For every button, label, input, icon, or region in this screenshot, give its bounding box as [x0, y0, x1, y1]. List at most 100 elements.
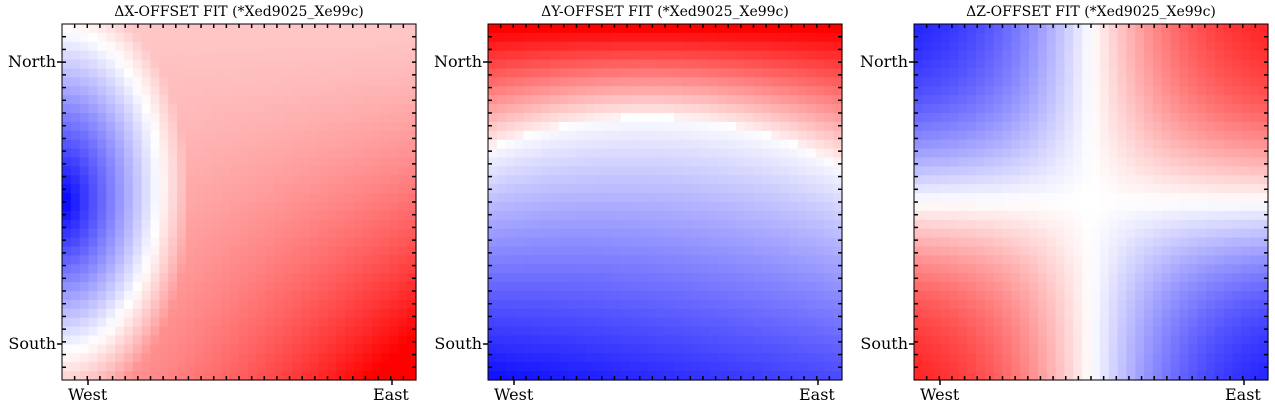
- heatmap-cell: [150, 32, 160, 43]
- heatmap-cell: [673, 32, 684, 43]
- heatmap-cell: [611, 157, 622, 167]
- heatmap-cell: [150, 255, 160, 265]
- heatmap-cell: [1020, 68, 1030, 78]
- heatmap-cell: [629, 255, 640, 265]
- heatmap-cell: [541, 130, 551, 141]
- heatmap-cell: [788, 68, 799, 78]
- heatmap-cell: [1108, 202, 1119, 212]
- heatmap-cell: [1170, 210, 1181, 221]
- heatmap-cell: [780, 255, 790, 265]
- heatmap-cell: [532, 86, 542, 96]
- heatmap-cell: [505, 228, 516, 239]
- heatmap-cell: [354, 77, 364, 87]
- heatmap-cell: [1241, 219, 1251, 230]
- heatmap-cell: [967, 139, 977, 150]
- heatmap-cell: [744, 95, 755, 105]
- heatmap-cell: [221, 59, 231, 70]
- heatmap-cell: [914, 273, 924, 283]
- heatmap-cell: [203, 166, 214, 176]
- heatmap-cell: [1214, 148, 1225, 159]
- heatmap-cell: [1135, 121, 1145, 132]
- heatmap-cell: [62, 77, 72, 87]
- heatmap-cell: [488, 264, 498, 274]
- heatmap-cell: [771, 202, 781, 212]
- heatmap-cell: [318, 166, 329, 176]
- heatmap-cell: [97, 175, 107, 185]
- dy-heatmap-cells: [488, 24, 843, 381]
- heatmap-cell: [744, 121, 755, 132]
- heatmap-cell: [797, 139, 808, 150]
- heatmap-cell: [824, 59, 834, 70]
- heatmap-cell: [611, 299, 622, 310]
- heatmap-cell: [523, 130, 533, 141]
- heatmap-cell: [62, 193, 72, 203]
- heatmap-cell: [682, 68, 693, 78]
- heatmap-cell: [300, 353, 311, 363]
- heatmap-cell: [496, 175, 507, 185]
- heatmap-cell: [159, 228, 169, 239]
- heatmap-cell: [718, 113, 728, 123]
- heatmap-cell: [159, 193, 169, 203]
- heatmap-cell: [797, 202, 808, 212]
- heatmap-cell: [168, 344, 178, 354]
- heatmap-cell: [212, 175, 222, 185]
- heatmap-cell: [88, 299, 98, 310]
- heatmap-cell: [1020, 95, 1030, 105]
- heatmap-cell: [718, 246, 728, 256]
- heatmap-cell: [488, 77, 498, 87]
- heatmap-cell: [735, 202, 746, 212]
- heatmap-cell: [97, 237, 107, 248]
- heatmap-cell: [1055, 86, 1066, 96]
- heatmap-cell: [1259, 113, 1269, 123]
- heatmap-cell: [806, 255, 817, 265]
- heatmap-cell: [247, 157, 258, 167]
- heatmap-cell: [1241, 299, 1251, 310]
- heatmap-cell: [345, 104, 355, 114]
- heatmap-cell: [1117, 317, 1127, 328]
- heatmap-cell: [496, 210, 507, 221]
- heatmap-cell: [1144, 130, 1154, 141]
- heatmap-cell: [274, 68, 284, 78]
- heatmap-cell: [1082, 344, 1092, 354]
- heatmap-cell: [1135, 317, 1145, 328]
- heatmap-cell: [744, 362, 755, 372]
- heatmap-cell: [1020, 202, 1030, 212]
- heatmap-cell: [1206, 308, 1216, 319]
- heatmap-cell: [194, 255, 205, 265]
- heatmap-cell: [194, 228, 205, 239]
- heatmap-cell: [309, 255, 320, 265]
- heatmap-cell: [984, 317, 995, 328]
- heatmap-cell: [150, 50, 160, 61]
- heatmap-cell: [398, 264, 408, 274]
- heatmap-cell: [1214, 68, 1225, 78]
- heatmap-cell: [132, 130, 143, 141]
- heatmap-cell: [309, 41, 320, 52]
- heatmap-cell: [603, 32, 613, 43]
- heatmap-cell: [797, 255, 808, 265]
- heatmap-cell: [958, 237, 968, 248]
- heatmap-cell: [505, 202, 516, 212]
- heatmap-cell: [177, 362, 187, 372]
- heatmap-cell: [203, 219, 214, 230]
- heatmap-cell: [1214, 273, 1225, 283]
- heatmap-cell: [62, 291, 72, 301]
- heatmap-cell: [824, 299, 834, 310]
- heatmap-cell: [239, 86, 249, 96]
- heatmap-cell: [1197, 344, 1207, 354]
- heatmap-cell: [185, 68, 196, 78]
- heatmap-cell: [70, 130, 81, 141]
- heatmap-cell: [265, 210, 275, 221]
- heatmap-cell: [309, 50, 320, 61]
- heatmap-cell: [958, 317, 968, 328]
- heatmap-cell: [1170, 113, 1181, 123]
- heatmap-cell: [753, 121, 763, 132]
- heatmap-cell: [1259, 130, 1269, 141]
- heatmap-cell: [1002, 264, 1012, 274]
- heatmap-cell: [345, 255, 355, 265]
- heatmap-cell: [1099, 362, 1110, 372]
- heatmap-cell: [1152, 175, 1163, 185]
- heatmap-cell: [88, 77, 98, 87]
- heatmap-cell: [336, 335, 346, 345]
- heatmap-cell: [629, 41, 640, 52]
- heatmap-cell: [327, 371, 337, 381]
